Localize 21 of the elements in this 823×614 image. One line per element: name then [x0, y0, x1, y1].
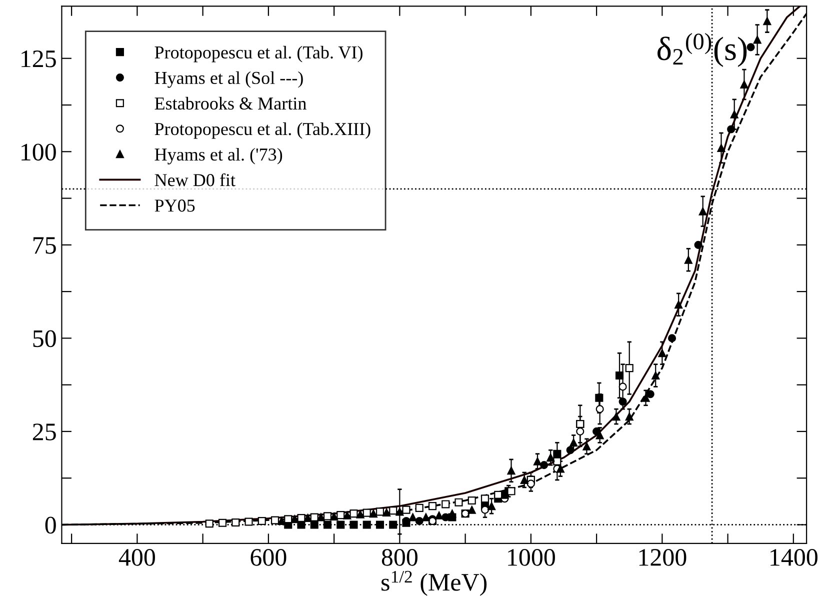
y-tick-label: 125 — [22, 50, 56, 68]
legend-label: New D0 fit — [154, 173, 236, 186]
x-tick-label: 400 — [118, 548, 155, 566]
legend-label: Hyams et al. ('73) — [154, 148, 282, 164]
y-tick-label: 75 — [34, 237, 56, 254]
legend-label: Protopopescu et al. (Tab. VI) — [154, 46, 362, 62]
legend-label: Hyams et al (Sol ---) — [154, 71, 303, 88]
y-tick-label: 25 — [32, 424, 56, 440]
annotation: δ$_{2}$$^{(0)}$(s) — [658, 33, 747, 68]
x-tick-label: 1200 — [639, 548, 686, 566]
x-axis-title: s$^{1/2}$ (MeV) — [382, 570, 487, 596]
legend-label: PY05 — [154, 200, 195, 212]
x-tick-label: 1000 — [508, 548, 555, 566]
legend-label: Protopopescu et al. (Tab.XIII) — [154, 122, 370, 139]
y-tick-label: 50 — [33, 330, 56, 348]
x-tick-label: 800 — [382, 548, 418, 566]
x-tick-label: 600 — [250, 548, 286, 566]
x-tick-label: 1400 — [770, 548, 818, 566]
y-tick-label: 100 — [22, 144, 56, 161]
y-tick-label: 0 — [45, 516, 56, 534]
legend-label: Estabrooks & Martin — [154, 96, 306, 110]
